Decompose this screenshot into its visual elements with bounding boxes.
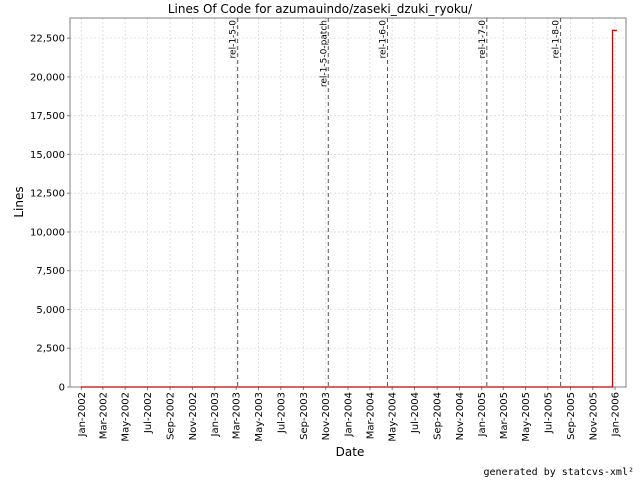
release-marker-label: rel-1-7-0 bbox=[478, 20, 488, 59]
x-tick-label: Mar-2004 bbox=[365, 392, 376, 439]
release-marker-label: rel-1-5-0-patch bbox=[319, 20, 329, 87]
x-tick-label: Jul-2002 bbox=[143, 392, 154, 434]
chart-title: Lines Of Code for azumauindo/zaseki_dzuk… bbox=[168, 2, 473, 16]
y-tick-label: 15,000 bbox=[30, 150, 65, 161]
x-tick-label: Sep-2003 bbox=[299, 392, 310, 440]
generator-credit: generated by statcvs-xml² bbox=[483, 467, 634, 478]
y-tick-label: 5,000 bbox=[36, 305, 65, 316]
x-tick-label: Sep-2004 bbox=[433, 392, 444, 440]
x-tick-label: Jan-2002 bbox=[77, 392, 88, 437]
y-tick-label: 12,500 bbox=[30, 189, 65, 200]
release-marker-label: rel-1-5-0 bbox=[229, 20, 239, 59]
x-tick-label: Jul-2004 bbox=[410, 392, 421, 434]
y-tick-label: 2,500 bbox=[36, 344, 65, 355]
x-tick-label: May-2003 bbox=[254, 392, 265, 442]
y-tick-label: 20,000 bbox=[30, 72, 65, 83]
loc-data-point bbox=[615, 29, 618, 32]
x-tick-label: Jan-2004 bbox=[344, 392, 355, 437]
loc-data-point bbox=[611, 386, 614, 388]
x-tick-label: Nov-2005 bbox=[588, 392, 599, 440]
plot-area: 0 2,500 5,000 7,500 10,000 12,500 15,000 17,500… bbox=[30, 17, 627, 442]
x-tick-label: Sep-2005 bbox=[566, 392, 577, 440]
x-tick-label: May-2005 bbox=[521, 392, 532, 442]
release-marker-label: rel-1-6-0 bbox=[378, 20, 388, 59]
x-tick-label: Nov-2002 bbox=[188, 392, 199, 440]
x-tick-label: May-2002 bbox=[121, 392, 132, 442]
y-tick-label: 22,500 bbox=[30, 34, 65, 45]
x-tick-label: Mar-2002 bbox=[98, 392, 109, 439]
y-axis-label: Lines bbox=[12, 186, 26, 217]
loc-series-line bbox=[81, 29, 617, 388]
x-tick-label: Jan-2005 bbox=[477, 392, 488, 437]
x-tick-label: Mar-2003 bbox=[232, 392, 243, 439]
x-tick-label: Nov-2003 bbox=[321, 392, 332, 440]
release-marker-label: rel-1-8-0 bbox=[552, 20, 562, 59]
x-tick-label: Jul-2005 bbox=[543, 392, 554, 434]
y-tick-label: 0 bbox=[59, 383, 65, 394]
y-tick-label: 7,500 bbox=[36, 266, 65, 277]
x-tick-label: Sep-2002 bbox=[166, 392, 177, 440]
loc-data-point bbox=[80, 386, 82, 388]
x-axis-label: Date bbox=[336, 445, 365, 459]
y-tick-label: 17,500 bbox=[30, 111, 65, 122]
loc-data-point bbox=[611, 29, 614, 32]
y-tick-label: 10,000 bbox=[30, 227, 65, 238]
x-tick-label: Jul-2003 bbox=[276, 392, 287, 434]
x-tick-label: Jan-2003 bbox=[210, 392, 221, 437]
x-tick-label: Mar-2005 bbox=[499, 392, 510, 439]
x-tick-label: Nov-2004 bbox=[455, 392, 466, 440]
x-tick-label: Jan-2006 bbox=[611, 392, 622, 437]
x-tick-label: May-2004 bbox=[388, 392, 399, 442]
